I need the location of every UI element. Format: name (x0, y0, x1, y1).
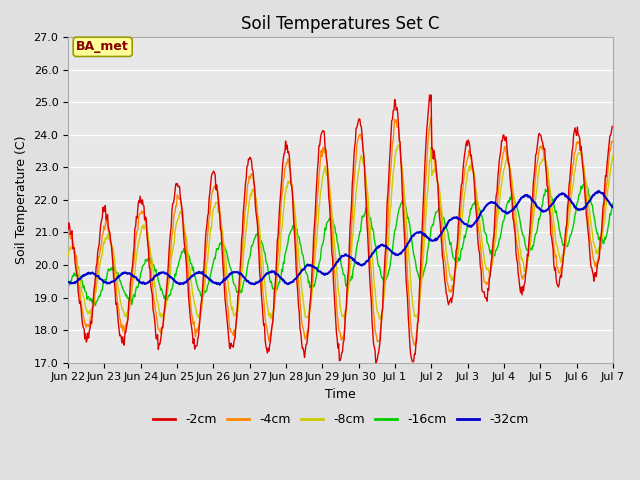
Title: Soil Temperatures Set C: Soil Temperatures Set C (241, 15, 440, 33)
Legend: -2cm, -4cm, -8cm, -16cm, -32cm: -2cm, -4cm, -8cm, -16cm, -32cm (148, 408, 534, 431)
X-axis label: Time: Time (325, 388, 356, 401)
Y-axis label: Soil Temperature (C): Soil Temperature (C) (15, 136, 28, 264)
Text: BA_met: BA_met (76, 40, 129, 53)
